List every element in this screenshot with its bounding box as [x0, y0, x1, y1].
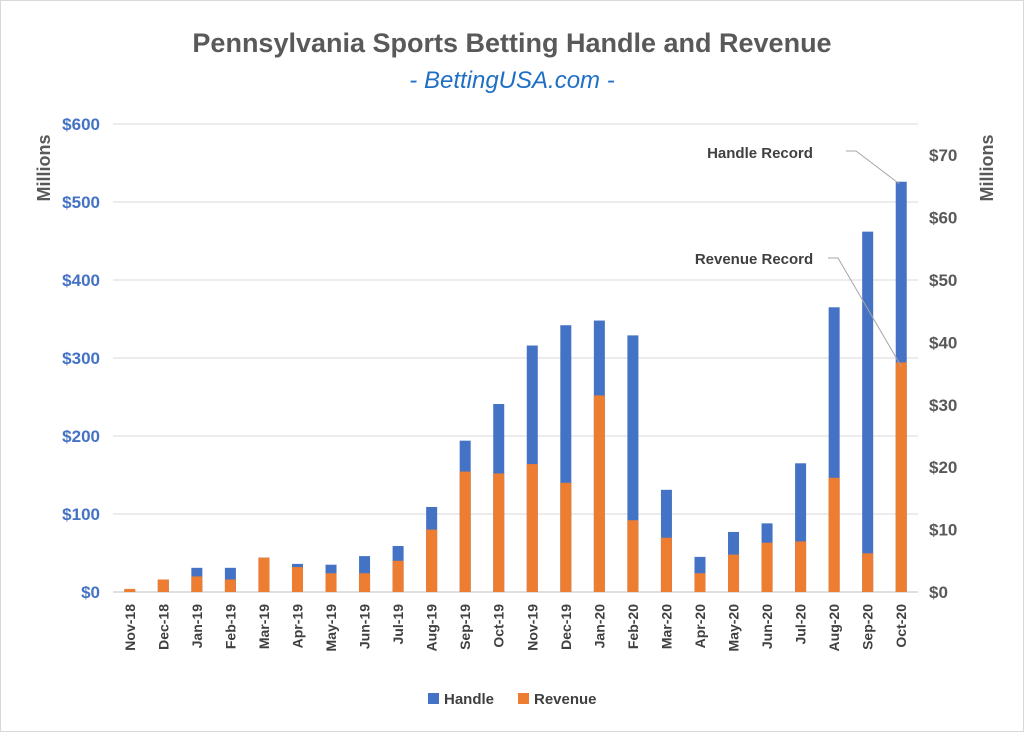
- handle-bar: [627, 335, 639, 592]
- right-axis-ticks: $0 $10 $20 $30 $40 $50 $60 $70: [929, 146, 957, 602]
- revenue-bar: [761, 542, 773, 592]
- x-axis-ticks: Nov-18 Dec-18 Jan-19 Feb-19 Mar-19 Apr-19 May-…: [122, 604, 909, 652]
- right-tick-label: $60: [929, 209, 957, 228]
- revenue-bar: [191, 576, 203, 592]
- x-tick-label: Jan-19: [189, 604, 205, 649]
- annotation-leader-revenue: [828, 257, 902, 367]
- x-tick-label: Mar-19: [256, 604, 272, 649]
- legend-swatch-handle: [428, 693, 439, 704]
- right-tick-label: $70: [929, 146, 957, 165]
- x-tick-label: Nov-19: [524, 604, 540, 651]
- right-tick-label: $20: [929, 458, 957, 477]
- handle-bar: [560, 325, 572, 592]
- x-tick-label: May-20: [726, 604, 742, 652]
- revenue-bar: [359, 573, 371, 592]
- gridlines: [113, 123, 918, 593]
- left-tick-label: $0: [81, 583, 100, 602]
- revenue-bar: [258, 557, 270, 592]
- left-tick-label: $400: [62, 271, 100, 290]
- annotation-handle-record: Handle Record: [707, 145, 813, 162]
- x-tick-label: Jan-20: [591, 604, 607, 649]
- x-tick-label: Jul-19: [390, 604, 406, 645]
- legend-label-handle: Handle: [444, 691, 494, 708]
- revenue-bar: [660, 537, 672, 592]
- revenue-bar: [526, 464, 538, 592]
- left-axis-title: Millions: [34, 135, 54, 202]
- right-axis-title: Millions: [977, 135, 997, 202]
- revenue-bar: [392, 560, 404, 592]
- revenue-bar: [124, 588, 136, 592]
- handle-bar: [795, 463, 807, 592]
- revenue-bar: [862, 553, 874, 592]
- left-tick-label: $100: [62, 505, 100, 524]
- revenue-bar: [325, 573, 337, 592]
- x-tick-label: Sep-19: [457, 604, 473, 650]
- right-tick-label: $50: [929, 271, 957, 290]
- x-tick-label: Jul-20: [793, 604, 809, 645]
- x-tick-label: Oct-19: [491, 604, 507, 648]
- revenue-bar: [593, 395, 605, 592]
- x-tick-label: Mar-20: [658, 604, 674, 649]
- revenue-bar: [291, 567, 303, 592]
- legend: Handle Revenue: [428, 691, 597, 708]
- right-tick-label: $10: [929, 521, 957, 540]
- annotation-leader-handle: [846, 150, 900, 185]
- annotations: Handle Record Revenue Record: [695, 145, 902, 367]
- right-tick-label: $30: [929, 396, 957, 415]
- x-tick-label: Nov-18: [122, 604, 138, 651]
- x-tick-label: Dec-19: [558, 604, 574, 650]
- left-tick-label: $300: [62, 349, 100, 368]
- left-axis-ticks: $0 $100 $200 $300 $400 $500 $600: [62, 115, 100, 602]
- revenue-bar: [157, 579, 169, 592]
- x-tick-label: Feb-19: [222, 604, 238, 649]
- revenue-bar: [426, 529, 438, 592]
- chart-subtitle: - BettingUSA.com -: [409, 67, 614, 94]
- revenue-bar: [224, 579, 236, 592]
- x-tick-label: Feb-20: [625, 604, 641, 649]
- handle-bar: [862, 231, 874, 592]
- x-tick-label: Apr-20: [692, 604, 708, 649]
- legend-label-revenue: Revenue: [534, 691, 597, 708]
- revenue-bar: [728, 554, 740, 592]
- x-tick-label: Aug-20: [826, 604, 842, 652]
- x-tick-label: Apr-19: [289, 604, 305, 649]
- revenue-bar: [627, 520, 639, 592]
- x-tick-label: Jun-19: [357, 604, 373, 649]
- revenue-bar: [795, 541, 807, 592]
- x-tick-label: Jun-20: [759, 604, 775, 649]
- chart-title: Pennsylvania Sports Betting Handle and R…: [192, 28, 831, 58]
- x-tick-label: Aug-19: [424, 604, 440, 652]
- handle-bar: [828, 307, 840, 592]
- legend-swatch-revenue: [518, 693, 529, 704]
- left-tick-label: $500: [62, 193, 100, 212]
- annotation-revenue-record: Revenue Record: [695, 251, 813, 268]
- revenue-bar: [694, 573, 706, 592]
- right-tick-label: $40: [929, 333, 957, 352]
- bars-layer: [124, 181, 907, 592]
- revenue-bar: [828, 477, 840, 592]
- left-tick-label: $600: [62, 115, 100, 134]
- left-tick-label: $200: [62, 427, 100, 446]
- revenue-bar: [459, 471, 471, 592]
- right-tick-label: $0: [929, 583, 948, 602]
- x-tick-label: Dec-18: [155, 604, 171, 650]
- revenue-bar: [560, 482, 572, 592]
- x-tick-label: Oct-20: [893, 604, 909, 648]
- revenue-bar: [895, 362, 907, 592]
- revenue-bar: [493, 473, 505, 592]
- x-tick-label: Sep-20: [860, 604, 876, 650]
- x-tick-label: May-19: [323, 604, 339, 652]
